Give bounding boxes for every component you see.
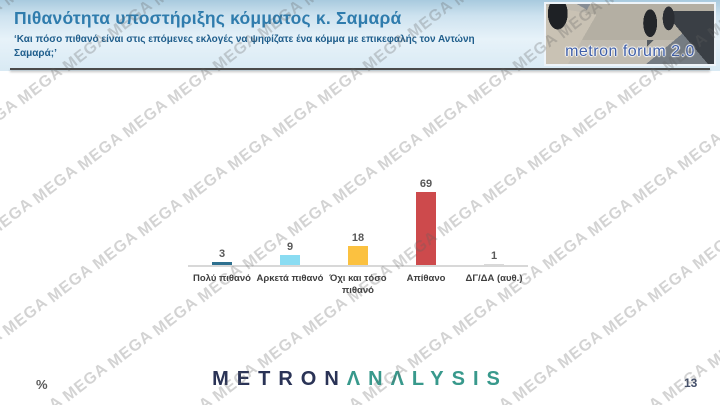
- mega-watermark: MEGA: [0, 195, 37, 241]
- bar-value-label: 9: [286, 241, 294, 254]
- mosaic-photo: [546, 4, 714, 64]
- slide-header: Πιθανότητα υποστήριξης κόμματος κ. Σαμαρ…: [0, 0, 720, 71]
- mega-watermark: MEGA: [630, 162, 682, 208]
- mega-watermark: MEGA: [255, 327, 307, 373]
- slide-subtitle: ‘Και πόσο πιθανό είναι στις επόμενες εκλ…: [14, 34, 475, 59]
- percent-unit-label: %: [36, 377, 48, 392]
- mega-watermark: MEGA: [135, 195, 187, 241]
- metron-analysis-logo: METRONΛNΛLYSIS: [180, 368, 540, 391]
- mega-watermark: MEGA: [75, 129, 127, 175]
- mega-watermark: MEGA: [615, 393, 667, 405]
- mega-watermark: MEGA: [465, 393, 517, 405]
- mega-watermark: MEGA: [119, 95, 172, 142]
- bar: [348, 245, 368, 265]
- bar-chart: 3 Πολύ πιθανό 9 Αρκετά πιθανό 18 Όχι και τόσο…: [188, 160, 528, 305]
- mega-watermark: MEGA: [45, 261, 97, 307]
- header-divider-line: [10, 68, 710, 70]
- bar: [280, 255, 300, 265]
- slide-title: Πιθανότητα υποστήριξης κόμματος κ. Σαμαρ…: [14, 8, 402, 28]
- mega-watermark: MEGA: [269, 95, 322, 142]
- metron-forum-logo: metron forum 2.0: [544, 2, 716, 66]
- mega-watermark: MEGA: [165, 393, 217, 405]
- mega-watermark: MEGA: [60, 360, 112, 405]
- bar-value-label: 1: [490, 249, 498, 262]
- logo-text-metron: METRON: [212, 368, 347, 390]
- mega-watermark: MEGA: [600, 294, 652, 340]
- bar: [212, 261, 232, 265]
- mega-watermark: MEGA: [405, 327, 457, 373]
- mega-watermark: MEGA: [0, 95, 22, 142]
- mega-watermark: MEGA: [90, 228, 142, 274]
- mega-watermark: MEGA: [315, 393, 367, 405]
- category-label: Αρκετά πιθανό: [256, 273, 324, 284]
- mega-watermark: MEGA: [30, 162, 82, 208]
- mega-watermark: MEGA: [105, 327, 157, 373]
- category-label: Απίθανο: [406, 273, 446, 284]
- mega-watermark: MEGA: [585, 195, 637, 241]
- bar-value-label: 18: [351, 231, 365, 244]
- mega-watermark: MEGA: [569, 95, 622, 142]
- category-label: Όχι και τόσο πιθανό: [329, 273, 387, 296]
- mega-watermark: MEGA: [645, 261, 697, 307]
- mega-watermark: MEGA: [525, 129, 577, 175]
- mega-watermark: MEGA: [419, 95, 472, 142]
- bar-value-label: 69: [419, 177, 433, 190]
- mega-watermark: MEGA: [540, 228, 592, 274]
- bar: [484, 263, 504, 265]
- x-axis-line: [188, 265, 528, 267]
- mega-watermark: MEGA: [555, 327, 607, 373]
- category-label: Πολύ πιθανό: [193, 273, 251, 284]
- mega-watermark: MEGA: [0, 327, 7, 373]
- mega-watermark: MEGA: [705, 327, 720, 373]
- category-label: ΔΓ/ΔΑ (αυθ.): [465, 273, 523, 284]
- mega-watermark: MEGA: [675, 129, 720, 175]
- mega-watermark: MEGA: [690, 228, 720, 274]
- bar-value-label: 3: [218, 247, 226, 260]
- mega-watermark: MEGA: [15, 393, 67, 405]
- page-number: 13: [684, 376, 698, 390]
- mega-watermark: MEGA: [0, 294, 52, 340]
- logo-text-analysis: ΛNΛLYSIS: [346, 368, 508, 390]
- metron-forum-logo-text: metron forum 2.0: [565, 43, 695, 60]
- bar: [416, 191, 436, 265]
